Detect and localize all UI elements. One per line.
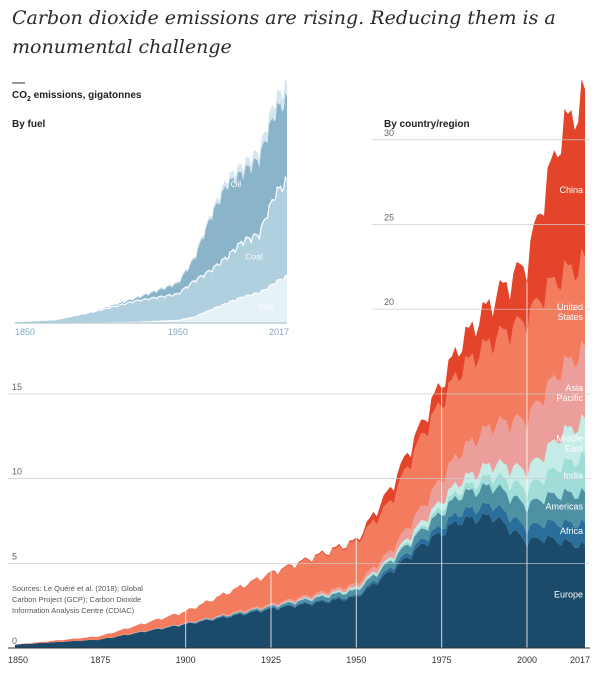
y-tick-label: 10 (12, 467, 22, 477)
main-y-tick-labels: 0 5 10 15 20 25 30 (12, 128, 394, 646)
inset-area-layers (14, 78, 288, 324)
inset-x-tick-label: 2017 (269, 327, 289, 337)
chart-subtitle: CO2 emissions, gigatonnes (12, 90, 142, 103)
inset-title: By fuel (12, 119, 46, 130)
series-label-india: India (563, 471, 583, 481)
source-line: Sources: Le Quéré et al. (2018); Global (12, 584, 143, 593)
series-label-middle-east: Middle (556, 433, 583, 443)
x-tick-label: 1975 (432, 655, 452, 665)
series-label-asia-pacific: Asia (565, 383, 583, 393)
inset-layer-boundary (14, 175, 288, 323)
inset-area-gas (15, 275, 287, 323)
main-area-layers (15, 79, 585, 648)
area-americas (15, 483, 585, 645)
series-label-china: China (559, 185, 583, 195)
x-tick-label: 1850 (8, 655, 28, 665)
inset-area-oil (15, 91, 287, 322)
x-tick-label: 1875 (90, 655, 110, 665)
x-tick-label: 1925 (261, 655, 281, 665)
area-europe (15, 513, 585, 648)
y-tick-label: 30 (384, 128, 394, 138)
area-united-states (15, 248, 585, 645)
main-year-gridlines (185, 282, 528, 648)
inset-x-tick-label: 1850 (15, 327, 35, 337)
series-label-middle-east: East (565, 443, 584, 453)
series-label-asia-pacific: Pacific (556, 393, 583, 403)
series-label-united-states: United (557, 302, 583, 312)
inset-label-gas: Gas (258, 302, 274, 312)
main-x-tick-labels: 1850 1875 1900 1925 1950 1975 2000 2017 (8, 655, 590, 665)
main-title: By country/region (384, 119, 470, 130)
y-tick-label: 25 (384, 212, 394, 222)
inset-series-labels: Gas Coal Oil (231, 179, 274, 312)
x-tick-label: 1900 (176, 655, 196, 665)
inset-label-oil: Oil (231, 179, 242, 189)
y-tick-label: 5 (12, 551, 17, 561)
y-tick-label: 20 (384, 297, 394, 307)
inset-area-coal (15, 177, 287, 323)
series-label-united-states: States (557, 312, 583, 322)
source-line: Information Analysis Centre (CDIAC) (12, 606, 135, 615)
main-value-gridlines (8, 139, 590, 649)
inset-x-tick-labels: 1850 1950 2017 (15, 327, 289, 337)
y-tick-label: 0 (12, 636, 17, 646)
chart-title: Carbon dioxide emissions are rising. Red… (12, 7, 556, 58)
source-line: Carbon Project (GCP); Carbon Dioxide (12, 595, 141, 604)
inset-x-tick-label: 1950 (168, 327, 188, 337)
y-tick-label: 15 (12, 382, 22, 392)
series-label-africa: Africa (560, 526, 583, 536)
x-tick-label: 2000 (517, 655, 537, 665)
series-label-americas: Americas (545, 501, 583, 511)
inset-label-coal: Coal (245, 252, 263, 262)
x-tick-label: 1950 (346, 655, 366, 665)
series-label-europe: Europe (554, 590, 583, 600)
x-tick-label: 2017 (570, 655, 590, 665)
source-note: Sources: Le Quéré et al. (2018); Global … (12, 584, 143, 615)
